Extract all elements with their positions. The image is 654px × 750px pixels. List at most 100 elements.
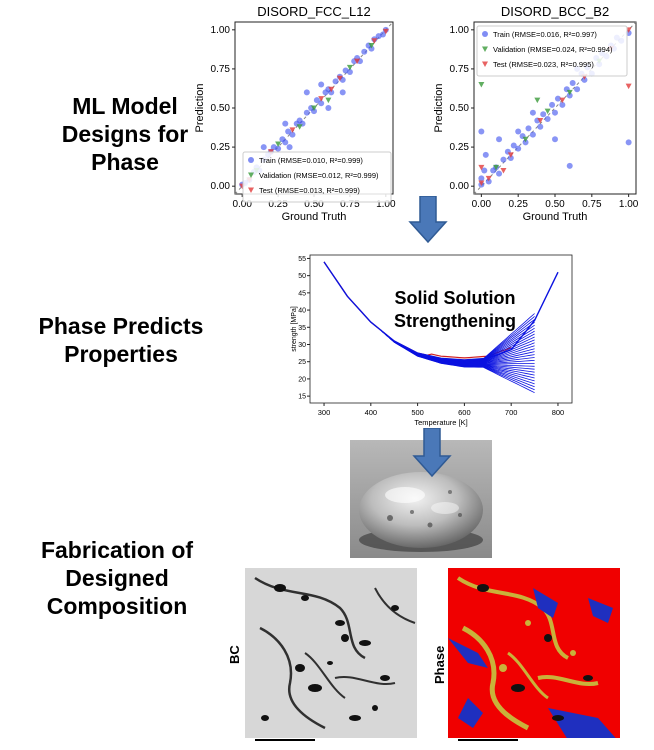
- x-tick-label: 1.00: [376, 199, 396, 210]
- validation-point: [296, 124, 303, 130]
- train-point: [313, 97, 320, 104]
- train-point: [540, 111, 547, 118]
- train-point: [282, 139, 289, 146]
- train-point: [275, 145, 282, 152]
- test-point: [625, 83, 632, 90]
- bc-micrograph: [245, 568, 417, 743]
- test-point: [507, 152, 514, 158]
- train-point: [566, 162, 573, 169]
- y-axis-label: strength [MPa]: [291, 306, 298, 352]
- test-point: [537, 118, 544, 124]
- bc-label: BC: [227, 645, 242, 664]
- train-point: [379, 31, 386, 38]
- train-point: [522, 139, 529, 146]
- x-tick-label: 0.00: [232, 199, 252, 210]
- validation-point: [325, 97, 332, 104]
- train-point: [507, 155, 514, 162]
- test-point: [328, 86, 335, 93]
- train-point: [544, 115, 551, 122]
- train-point: [496, 170, 503, 177]
- train-point: [478, 128, 485, 135]
- stage-label-ml-model: ML Model Designs for Phase: [61, 93, 189, 175]
- legend-marker: [482, 61, 488, 67]
- x-tick-label: 0.25: [268, 199, 288, 210]
- train-point: [481, 167, 488, 174]
- parity-chart-fcc: DISORD_FCC_L12 0.00 0.00 0.25 0.25 0.50 0.50 0.…: [185, 0, 400, 232]
- x-tick-label: 0.50: [545, 199, 565, 210]
- train-point: [478, 175, 485, 182]
- train-point: [339, 89, 346, 96]
- train-point: [318, 81, 325, 88]
- train-point: [289, 131, 296, 138]
- x-tick-label: 800: [552, 408, 565, 417]
- stage-label-fabrication: Fabrication of Designed Composition: [40, 537, 194, 619]
- train-point: [318, 100, 325, 107]
- test-point: [500, 168, 507, 174]
- test-point: [318, 96, 325, 102]
- test-point: [354, 58, 361, 65]
- train-point: [552, 136, 558, 143]
- legend-marker: [482, 31, 488, 37]
- main-curve: [323, 261, 559, 361]
- train-point: [581, 76, 588, 83]
- y-tick-label: 1.00: [211, 25, 231, 36]
- train-point: [559, 101, 566, 108]
- validation-point: [566, 89, 573, 96]
- x-tick-label: 0.50: [304, 199, 324, 210]
- train-point: [537, 123, 544, 130]
- chart-annotation: Strengthening: [394, 311, 516, 331]
- validation-point: [544, 108, 551, 115]
- test-point: [559, 97, 566, 104]
- x-tick-label: 0.25: [508, 199, 528, 210]
- train-point: [500, 156, 507, 163]
- train-point: [554, 95, 561, 102]
- y-tick-label: 0.25: [211, 142, 231, 153]
- train-point: [566, 92, 573, 99]
- test-point: [382, 28, 389, 35]
- train-point: [303, 89, 310, 96]
- legend-entry: Validation (RMSE=0.012, R²=0.999): [259, 171, 379, 180]
- legend-marker: [482, 46, 488, 52]
- train-point: [485, 178, 492, 185]
- train-point: [328, 89, 335, 96]
- x-tick-label: 500: [411, 408, 424, 417]
- ingot-image: [350, 440, 492, 558]
- legend-entry: Validation (RMSE=0.024, R²=0.994): [493, 45, 613, 54]
- x-tick-label: 0.75: [582, 199, 602, 210]
- x-tick-label: 0.75: [340, 199, 360, 210]
- test-point: [336, 75, 343, 82]
- train-point: [311, 108, 317, 115]
- train-point: [286, 144, 293, 151]
- validation-point: [311, 105, 317, 111]
- y-tick-label: 0.25: [450, 142, 470, 153]
- train-point: [569, 79, 576, 86]
- phase-micrograph: [448, 568, 620, 743]
- stage-label-phase-predicts: Phase Predicts Properties: [38, 313, 204, 367]
- legend-marker: [248, 172, 254, 178]
- test-point: [289, 127, 296, 133]
- strength-chart-svg: 300 400 500 600 700 800 15 20 25 30 35 40 45 50 55 Temp…: [291, 254, 573, 427]
- train-point: [552, 109, 558, 116]
- chart-annotation: Solid Solution: [395, 288, 516, 308]
- train-point: [625, 139, 632, 146]
- train-point: [260, 144, 267, 151]
- train-point: [515, 145, 522, 152]
- chart-title: DISORD_BCC_B2: [501, 4, 609, 19]
- x-tick-label: 0.00: [472, 199, 492, 210]
- y-tick-label: 25: [298, 359, 306, 366]
- legend-entry: Test (RMSE=0.023, R²=0.995): [493, 60, 594, 69]
- legend-entry: Test (RMSE=0.013, R²=0.999): [259, 186, 360, 195]
- legend-marker: [248, 157, 254, 163]
- y-tick-label: 55: [298, 256, 306, 263]
- legend-box: [476, 25, 628, 77]
- test-point: [478, 180, 485, 187]
- phase-micrograph-image: [448, 568, 620, 743]
- train-point: [549, 101, 556, 108]
- train-point: [346, 69, 353, 76]
- train-point: [574, 86, 581, 93]
- strength-chart: 300 400 500 600 700 800 15 20 25 30 35 40 45 50 55 Temp…: [290, 250, 580, 430]
- x-axis-label: Temperature [K]: [414, 418, 467, 427]
- x-tick-label: 400: [365, 408, 378, 417]
- y-tick-label: 35: [298, 325, 306, 332]
- validation-point: [478, 82, 485, 88]
